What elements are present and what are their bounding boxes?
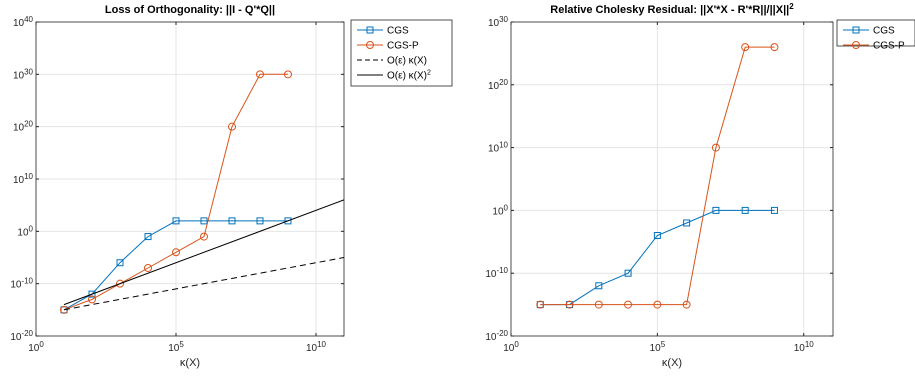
data-point <box>144 233 152 241</box>
legend-label: CGS <box>873 26 895 37</box>
data-point <box>770 43 779 52</box>
y-tick-label: 1030 <box>488 15 509 29</box>
series-layer <box>60 70 344 314</box>
data-point <box>594 300 603 309</box>
data-point <box>624 300 633 309</box>
y-tick-label: 100 <box>17 224 33 238</box>
legend-label: CGS-P <box>873 41 905 52</box>
data-point <box>683 219 691 227</box>
legend-label: CGS-P <box>387 41 419 52</box>
x-tick-label: 1010 <box>306 340 327 354</box>
y-tick-label: 1030 <box>13 67 34 81</box>
data-point <box>88 290 96 298</box>
data-point <box>116 279 124 288</box>
y-tick-label: 10-20 <box>485 329 508 343</box>
series-layer <box>536 43 779 309</box>
series-line <box>540 46 775 306</box>
chart-title: Loss of Orthogonality: ||I - Q'*Q|| <box>105 4 275 16</box>
y-tick-label: 1040 <box>13 15 34 29</box>
data-point <box>200 217 208 225</box>
data-point <box>682 300 691 309</box>
legend-label: CGS <box>387 26 409 37</box>
y-tick-label: 1010 <box>13 172 34 186</box>
data-point <box>172 248 180 257</box>
data-point <box>284 217 292 225</box>
legend-marker <box>366 41 374 49</box>
data-point <box>256 70 264 79</box>
chart-title: Relative Cholesky Residual: ||X'*X - R'*… <box>550 2 794 16</box>
data-point <box>653 232 661 240</box>
data-point <box>536 300 545 309</box>
data-point <box>741 206 749 214</box>
plot-area <box>510 21 834 337</box>
x-tick-label: 100 <box>28 340 44 354</box>
y-tick-label: 1020 <box>13 120 34 134</box>
data-point <box>88 295 96 304</box>
data-point <box>60 305 68 314</box>
series-line <box>63 257 344 311</box>
x-axis-label: κ(X) <box>662 357 682 369</box>
data-point <box>565 300 574 309</box>
data-point <box>741 43 750 52</box>
y-tick-label: 10-20 <box>10 329 33 343</box>
x-tick-label: 105 <box>650 340 666 354</box>
series-line <box>63 73 288 311</box>
data-point <box>228 122 236 131</box>
data-point <box>172 217 180 225</box>
legend-label: O(ε) κ(X) <box>387 56 427 67</box>
data-point <box>595 282 603 290</box>
y-tick-label: 100 <box>492 203 508 217</box>
data-point <box>712 206 720 214</box>
data-point <box>770 206 778 214</box>
y-tick-label: 1020 <box>488 78 509 92</box>
legend-marker <box>852 41 860 49</box>
legend-label: O(ε) κ(X)2 <box>387 70 431 82</box>
x-tick-label: 100 <box>503 340 519 354</box>
data-point <box>624 269 632 277</box>
data-point <box>284 70 292 79</box>
y-tick-label: 10-10 <box>10 277 33 291</box>
series-line <box>63 220 288 311</box>
data-point <box>144 263 152 272</box>
legend-box <box>836 19 915 47</box>
data-point <box>200 232 208 241</box>
chart-2: 100 105 1010 10-20 10-10 100 1010 1020 1030 Relat… <box>485 2 915 369</box>
x-tick-label: 1010 <box>794 340 815 354</box>
legend-marker <box>366 26 374 34</box>
data-point <box>653 300 662 309</box>
y-tick-label: 1010 <box>488 141 509 155</box>
x-axis-label: κ(X) <box>180 357 200 369</box>
data-point <box>711 143 720 152</box>
legend: CGS CGS-P O(ε) κ(X) O(ε) κ(X)2 <box>350 19 453 87</box>
series-line <box>63 199 344 306</box>
legend-marker <box>852 26 860 34</box>
data-point <box>116 259 124 267</box>
chart-1: 100 105 1010 10-20 10-10 100 1010 1020 1030 1040 L… <box>10 4 453 369</box>
y-tick-label: 10-10 <box>485 266 508 280</box>
x-tick-label: 105 <box>168 340 184 354</box>
series-line <box>540 209 775 306</box>
data-point <box>228 217 236 225</box>
data-point <box>256 217 264 225</box>
legend: CGS CGS-P <box>836 19 915 52</box>
